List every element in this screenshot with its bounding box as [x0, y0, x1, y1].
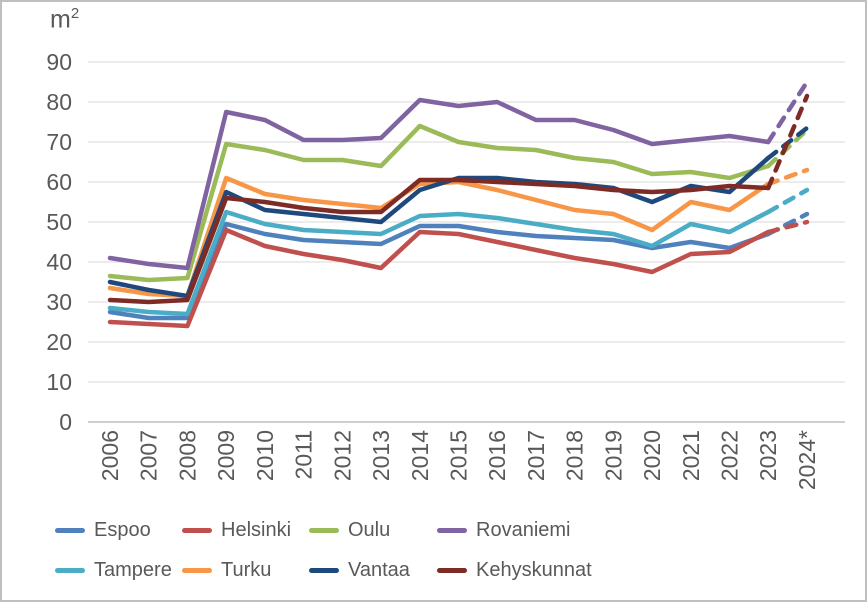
x-axis-tick-label: 2009: [213, 430, 239, 481]
x-axis-tick-label: 2023: [755, 430, 781, 481]
x-axis-tick-label: 2007: [136, 430, 162, 481]
y-axis-tick-label: 90: [46, 49, 72, 75]
unit-base: m: [50, 5, 71, 34]
legend-swatch-kehyskunnat: [437, 567, 467, 573]
legend-item-kehyskunnat: Kehyskunnat: [437, 556, 592, 584]
x-axis-tick-label: 2024*: [794, 430, 820, 490]
x-axis-tick-label: 2010: [252, 430, 278, 481]
legend-label: Turku: [221, 558, 272, 581]
series-line-espoo: [107, 221, 771, 321]
legend-label: Tampere: [94, 558, 172, 581]
series-line-rovaniemi: [107, 97, 771, 271]
legend-label: Vantaa: [348, 558, 410, 581]
series-forecast-line-rovaniemi: [765, 79, 810, 145]
legend-label: Rovaniemi: [476, 518, 571, 541]
x-axis-tick-label: 2011: [291, 430, 317, 479]
legend-label: Oulu: [348, 518, 391, 541]
x-axis-tick-label: 2015: [445, 430, 471, 481]
legend-item-rovaniemi: Rovaniemi: [437, 516, 570, 544]
y-axis-tick-label: 70: [46, 129, 72, 155]
x-axis-tick-label: 2008: [174, 430, 200, 481]
legend-item-vantaa: Vantaa: [309, 556, 410, 584]
series-line-kehyskunnat: [107, 177, 771, 305]
x-axis-tick-label: 2019: [600, 430, 626, 481]
y-axis-unit-label: m2: [50, 5, 80, 34]
legend-item-helsinki: Helsinki: [182, 516, 291, 544]
x-axis-tick-label: 2020: [639, 430, 665, 481]
x-axis-tick-label: 2018: [562, 430, 588, 481]
series-forecast-line-kehyskunnat: [765, 93, 810, 191]
legend-swatch-espoo: [55, 527, 85, 533]
x-axis-tick-label: 2013: [368, 430, 394, 481]
legend-swatch-turku: [182, 567, 212, 573]
line-chart-plot: 0 10 20 30 40 50 60 70 80 90 2006 2007 2008 2009 2010 2…: [46, 49, 845, 490]
legend-item-tampere: Tampere: [55, 556, 172, 584]
unit-exponent: 2: [70, 5, 80, 22]
legend-label: Espoo: [94, 518, 151, 541]
y-axis-tick-label: 60: [46, 169, 72, 195]
legend-swatch-rovaniemi: [437, 527, 467, 533]
x-axis-tick-label: 2021: [678, 430, 704, 481]
x-axis-tick-label: 2014: [407, 430, 433, 481]
y-axis-tick-label: 40: [46, 249, 72, 275]
y-axis-tick-label: 20: [46, 329, 72, 355]
y-axis-tick-label: 10: [46, 369, 72, 395]
x-axis-tick-label: 2016: [484, 430, 510, 481]
legend-label: Kehyskunnat: [476, 558, 592, 581]
legend-item-turku: Turku: [182, 556, 271, 584]
legend-swatch-helsinki: [182, 527, 212, 533]
x-axis-tick-label: 2006: [97, 430, 123, 481]
series-forecast-line-helsinki: [765, 219, 810, 235]
x-axis-tick-label: 2022: [717, 430, 743, 481]
series-line-oulu: [107, 123, 771, 283]
legend-swatch-tampere: [55, 567, 85, 573]
legend-swatch-vantaa: [309, 567, 339, 573]
series-line-tampere: [107, 209, 771, 317]
y-axis-tick-label: 80: [46, 89, 72, 115]
series-forecast-line-oulu: [765, 127, 810, 169]
legend-swatch-oulu: [309, 527, 339, 533]
legend-item-espoo: Espoo: [55, 516, 151, 544]
x-axis-tick-label: 2017: [523, 430, 549, 481]
legend-label: Helsinki: [221, 518, 292, 541]
series-forecast-line-turku: [765, 167, 810, 187]
legend-item-oulu: Oulu: [309, 516, 390, 544]
y-axis-tick-label: 0: [59, 409, 72, 435]
series-forecast-line-tampere: [765, 187, 810, 215]
x-axis-tick-label: 2012: [329, 430, 355, 481]
y-axis-tick-label: 30: [46, 289, 72, 315]
series-line-helsinki: [107, 227, 771, 329]
y-axis-tick-label: 50: [46, 209, 72, 235]
